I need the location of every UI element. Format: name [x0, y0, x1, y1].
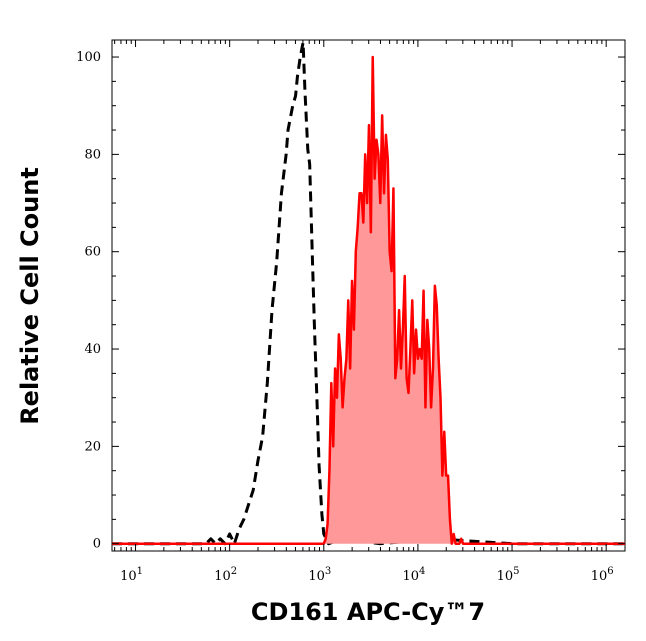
x-tick-label: 102 [214, 566, 237, 584]
x-axis: 101 102 103 104 105 106 [114, 40, 614, 584]
series-1-fill [112, 57, 625, 544]
x-tick-label: 104 [402, 566, 425, 584]
x-tick-label: 106 [591, 566, 614, 584]
y-tick-label: 20 [84, 439, 101, 454]
y-axis-title: Relative Cell Count [16, 167, 44, 425]
series-layer [112, 40, 625, 546]
y-tick-label: 60 [84, 245, 101, 260]
series-1-line [112, 55, 625, 545]
series-0-line [112, 40, 625, 546]
x-axis-title: CD161 APC-Cy™7 [251, 598, 485, 626]
x-tick-label: 105 [497, 566, 520, 584]
y-tick-label: 40 [84, 342, 101, 357]
y-tick-label: 80 [84, 147, 101, 162]
y-tick-label: 0 [93, 537, 101, 552]
y-tick-label: 100 [76, 50, 101, 65]
x-tick-label: 103 [308, 566, 331, 584]
y-axis: 0 20 40 60 80 100 [76, 50, 625, 552]
x-tick-label: 101 [120, 566, 143, 584]
